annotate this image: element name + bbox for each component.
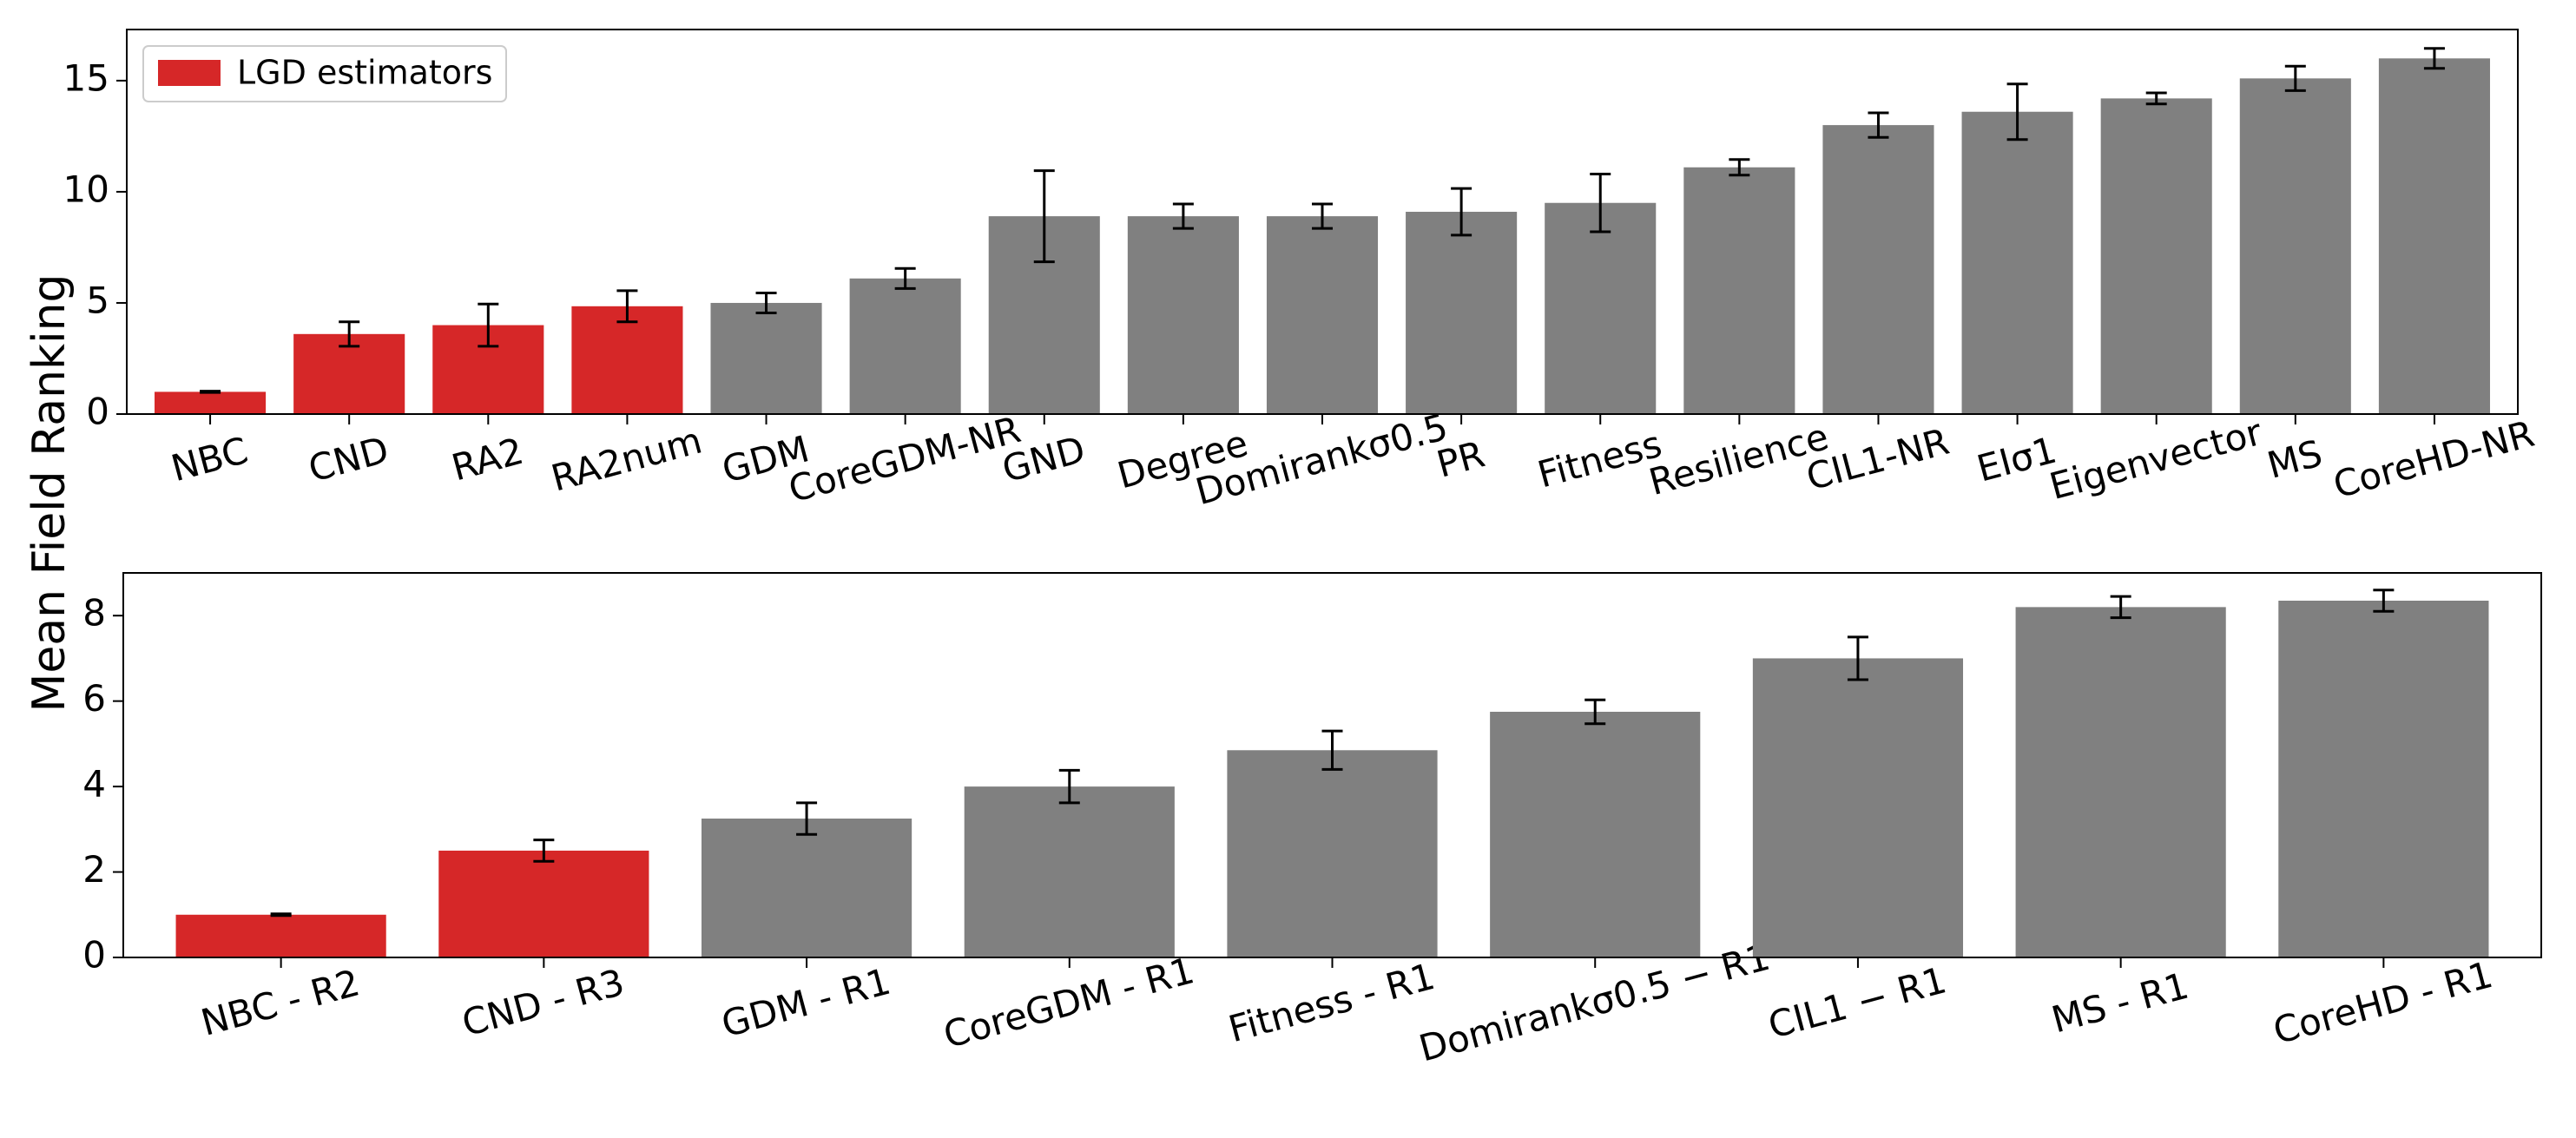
axes-frame [122, 572, 2542, 958]
x-tick-label: Eigenvector [2046, 411, 2267, 508]
y-tick-label: 6 [82, 677, 106, 720]
bar [1545, 202, 1657, 414]
x-tick-label: GDM - R1 [717, 960, 895, 1046]
axes-frame [126, 29, 2519, 415]
bar [1227, 750, 1438, 957]
y-tick-label: 5 [86, 279, 109, 321]
x-tick-label: NBC [167, 429, 252, 490]
x-tick-label: CIL1 − R1 [1764, 958, 1951, 1047]
x-tick-label: CND - R3 [458, 961, 629, 1045]
x-tick-label: CoreHD - R1 [2269, 953, 2497, 1052]
bar [175, 914, 386, 957]
bar [155, 391, 267, 414]
y-tick-label: 2 [82, 848, 106, 891]
legend-label: LGD estimators [237, 54, 492, 92]
bar [571, 306, 683, 414]
bar [1490, 711, 1701, 957]
x-tick-label: CND [304, 428, 393, 490]
bar [2378, 58, 2490, 415]
x-tick-label: Fitness [1533, 423, 1666, 497]
x-tick-label: RA2num [547, 419, 707, 500]
y-tick-label: 0 [86, 391, 109, 433]
legend-box [142, 45, 507, 102]
x-tick-label: Fitness - R1 [1224, 955, 1440, 1050]
y-axis-label: Mean Field Ranking [23, 273, 76, 712]
y-tick-label: 4 [82, 763, 106, 806]
bar [438, 850, 649, 957]
bar [1683, 167, 1795, 414]
bar [1822, 125, 1934, 414]
bar [1752, 658, 1964, 957]
y-tick-label: 8 [82, 592, 106, 635]
bar [2278, 600, 2489, 957]
x-tick-label: EIσ1 [1973, 428, 2061, 490]
bar [1266, 216, 1379, 414]
bar [2100, 98, 2212, 414]
bar [1961, 111, 2073, 414]
y-tick-label: 0 [82, 934, 106, 977]
bar [1406, 211, 1518, 414]
legend-swatch [158, 60, 221, 86]
bar [2239, 78, 2351, 414]
x-tick-label: MS [2263, 431, 2326, 487]
y-tick-label: 10 [63, 168, 109, 210]
bar [1127, 216, 1239, 414]
x-tick-label: CoreHD-NR [2329, 412, 2539, 507]
bar [710, 302, 822, 414]
x-tick-label: NBC - R2 [196, 961, 364, 1044]
bar [964, 786, 1175, 957]
bar [2015, 607, 2226, 957]
x-tick-label: RA2 [447, 430, 528, 490]
x-tick-label: MS - R1 [2047, 964, 2193, 1042]
bar [701, 819, 912, 957]
y-tick-label: 15 [63, 56, 109, 99]
bar [849, 278, 961, 414]
